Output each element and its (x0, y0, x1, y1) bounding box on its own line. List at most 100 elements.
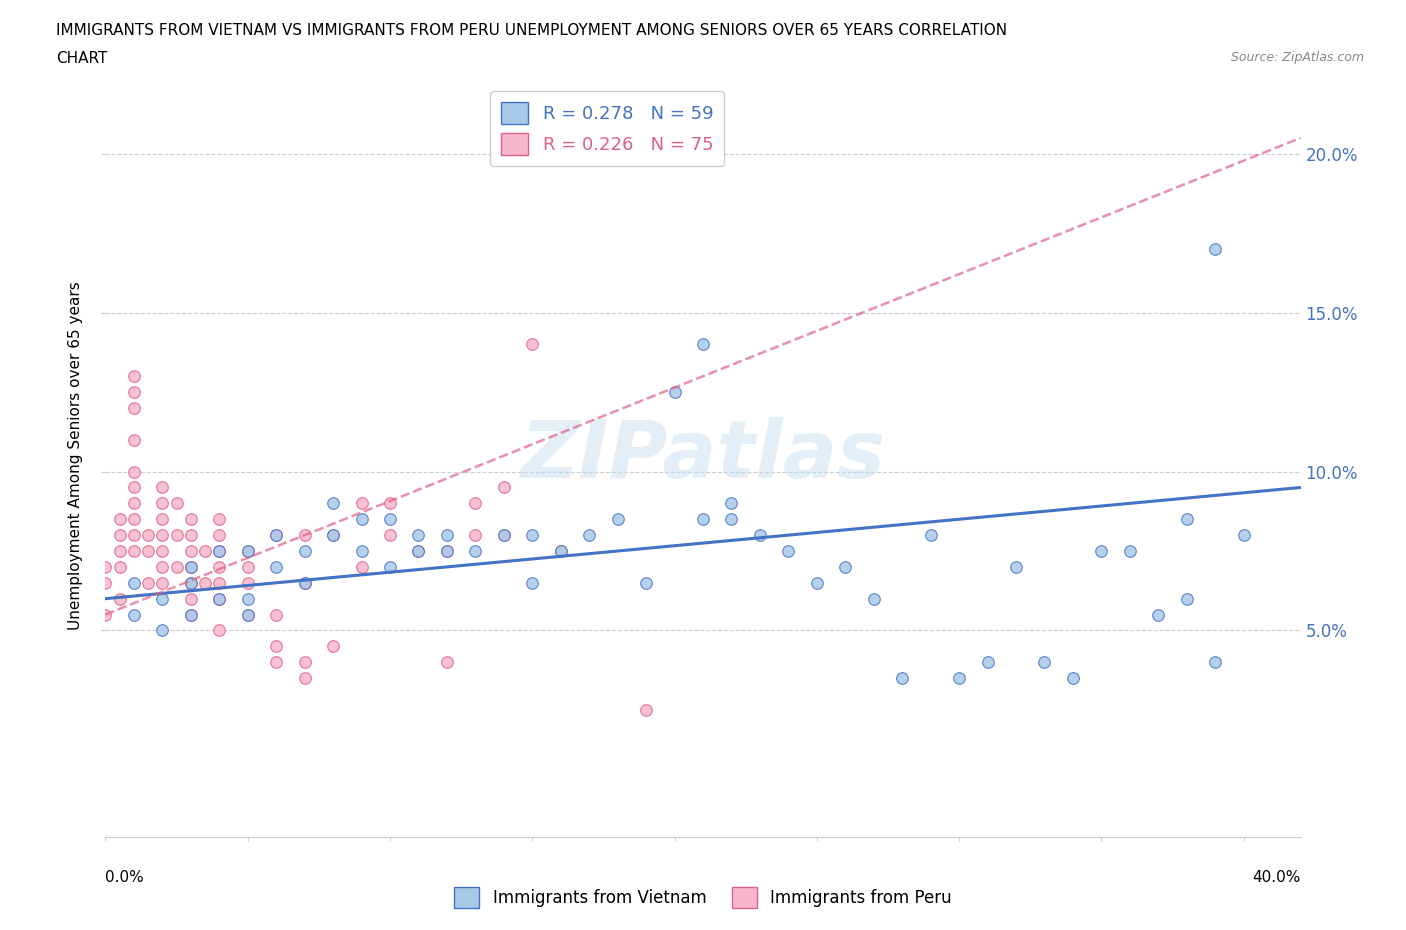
Point (166, 527, 188, 542)
Point (920, 527, 942, 542)
Point (1175, 512, 1198, 526)
Point (208, 591, 231, 606)
Point (122, 480, 145, 495)
Point (294, 543, 316, 558)
Point (578, 527, 600, 542)
Point (180, 576, 202, 591)
Point (948, 671, 970, 685)
Point (522, 576, 544, 591)
Point (294, 576, 316, 591)
Point (378, 496, 401, 511)
Point (236, 560, 259, 575)
Point (1033, 655, 1056, 670)
Point (166, 560, 188, 575)
Point (408, 543, 430, 558)
Point (436, 655, 458, 670)
Point (236, 607, 259, 622)
Point (720, 496, 742, 511)
Point (180, 560, 202, 575)
Point (264, 527, 287, 542)
Point (264, 607, 287, 622)
Point (436, 527, 458, 542)
Point (464, 543, 486, 558)
Point (94, 560, 117, 575)
Point (408, 527, 430, 542)
Point (208, 543, 231, 558)
Point (350, 560, 373, 575)
Point (492, 480, 515, 495)
Point (150, 496, 173, 511)
Point (208, 560, 231, 575)
Point (236, 543, 259, 558)
Point (720, 512, 742, 526)
Point (122, 607, 145, 622)
Point (108, 512, 131, 526)
Y-axis label: Unemployment Among Seniors over 65 years: Unemployment Among Seniors over 65 years (67, 282, 83, 631)
Point (180, 576, 202, 591)
Point (150, 560, 173, 575)
Point (122, 527, 145, 542)
Point (1204, 242, 1226, 257)
Point (180, 607, 202, 622)
Point (136, 576, 159, 591)
Point (108, 560, 131, 575)
Point (436, 543, 458, 558)
Point (636, 576, 658, 591)
Text: ZIPatlas: ZIPatlas (520, 417, 886, 495)
Point (834, 560, 856, 575)
Point (294, 655, 316, 670)
Point (150, 480, 173, 495)
Point (378, 527, 401, 542)
Point (322, 527, 344, 542)
Point (464, 496, 486, 511)
Point (436, 543, 458, 558)
Point (150, 623, 173, 638)
Point (208, 591, 231, 606)
Point (264, 560, 287, 575)
Point (108, 543, 131, 558)
Point (150, 576, 173, 591)
Point (408, 543, 430, 558)
Text: IMMIGRANTS FROM VIETNAM VS IMMIGRANTS FROM PERU UNEMPLOYMENT AMONG SENIORS OVER : IMMIGRANTS FROM VIETNAM VS IMMIGRANTS FR… (56, 23, 1007, 38)
Point (180, 527, 202, 542)
Point (122, 401, 145, 416)
Point (1204, 655, 1226, 670)
Point (122, 464, 145, 479)
Point (122, 576, 145, 591)
Point (264, 527, 287, 542)
Point (264, 639, 287, 654)
Point (236, 576, 259, 591)
Point (692, 337, 714, 352)
Point (322, 527, 344, 542)
Point (350, 512, 373, 526)
Point (806, 576, 828, 591)
Point (664, 385, 686, 400)
Point (778, 543, 800, 558)
Point (636, 702, 658, 717)
Point (136, 543, 159, 558)
Point (1005, 560, 1028, 575)
Point (862, 591, 884, 606)
Point (94, 576, 117, 591)
Point (378, 512, 401, 526)
Point (122, 543, 145, 558)
Point (94, 607, 117, 622)
Point (464, 527, 486, 542)
Point (1062, 671, 1084, 685)
Point (150, 543, 173, 558)
Point (180, 607, 202, 622)
Point (122, 432, 145, 447)
Point (378, 560, 401, 575)
Point (208, 512, 231, 526)
Point (180, 543, 202, 558)
Point (692, 512, 714, 526)
Text: 40.0%: 40.0% (1253, 870, 1301, 884)
Point (891, 671, 914, 685)
Point (208, 623, 231, 638)
Point (492, 527, 515, 542)
Point (194, 543, 217, 558)
Point (108, 591, 131, 606)
Point (264, 655, 287, 670)
Point (136, 527, 159, 542)
Text: 0.0%: 0.0% (105, 870, 145, 884)
